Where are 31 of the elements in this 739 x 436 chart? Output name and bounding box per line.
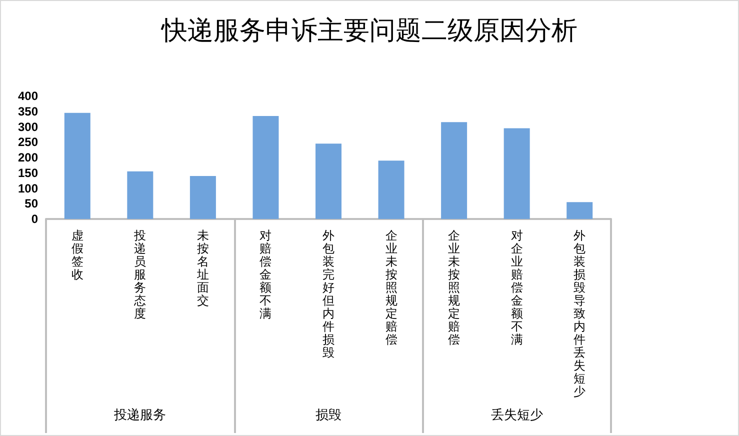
y-tick-label: 150 [18,166,38,180]
category-label: 对企业赔偿金额不满 [510,228,523,346]
bar [378,160,404,219]
y-tick-label: 400 [18,89,38,103]
bar [252,116,279,219]
bar [504,128,530,219]
text: 丢失短少 [490,408,543,423]
text: 损毁 [316,408,342,423]
y-tick-label: 100 [18,181,38,196]
category-label: 外包装完好但内件损毁 [322,228,334,360]
x-tick-label: 对赔偿金额不满 [260,228,272,320]
bar [441,122,468,219]
bar [316,144,342,219]
x-tick-label: 未按名址面交 [196,228,209,308]
category-label: 企业未按照规定赔偿 [448,228,460,346]
bar [127,171,154,219]
x-tick-label: 投递员服务态度 [133,228,146,320]
category-label: 外包装损毁导致内件丢失短少 [574,228,586,398]
bar [64,112,90,219]
y-tick-label: 50 [24,196,38,211]
bar [190,176,216,219]
chart-title: 快递服务申诉主要问题二级原因分析 [160,16,578,46]
y-tick-label: 200 [18,150,38,164]
y-tick-label: 300 [18,120,38,134]
category-label: 企业未按照规定赔偿 [385,228,398,346]
y-tick-label: 0 [31,212,38,226]
y-tick-label: 350 [18,104,38,118]
x-tick-label: 虚假签收 [71,228,84,282]
bar [566,202,593,219]
y-tick-label: 250 [18,135,38,150]
text: 投递服务 [113,408,166,423]
